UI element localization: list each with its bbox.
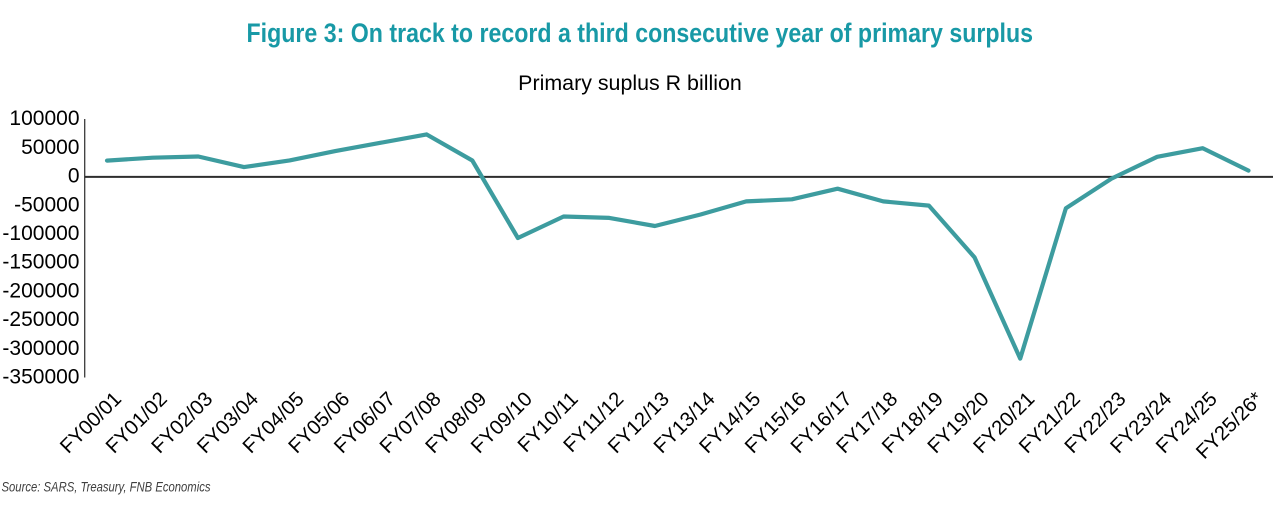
svg-text:-250000: -250000 [2, 308, 79, 331]
svg-text:-100000: -100000 [2, 222, 79, 245]
svg-text:0: 0 [68, 165, 80, 188]
svg-text:Primary suplus R billion: Primary suplus R billion [518, 72, 742, 95]
svg-text:-350000: -350000 [2, 366, 79, 389]
svg-text:-300000: -300000 [2, 337, 79, 360]
svg-text:-200000: -200000 [2, 279, 79, 302]
svg-text:50000: 50000 [21, 136, 79, 159]
svg-text:Source: SARS, Treasury, FNB Ec: Source: SARS, Treasury, FNB Economics [2, 478, 211, 494]
svg-text:-50000: -50000 [14, 193, 79, 216]
svg-text:Figure 3: On track to record a: Figure 3: On track to record a third con… [247, 18, 1034, 48]
svg-text:-150000: -150000 [2, 251, 79, 274]
svg-text:100000: 100000 [9, 107, 79, 130]
